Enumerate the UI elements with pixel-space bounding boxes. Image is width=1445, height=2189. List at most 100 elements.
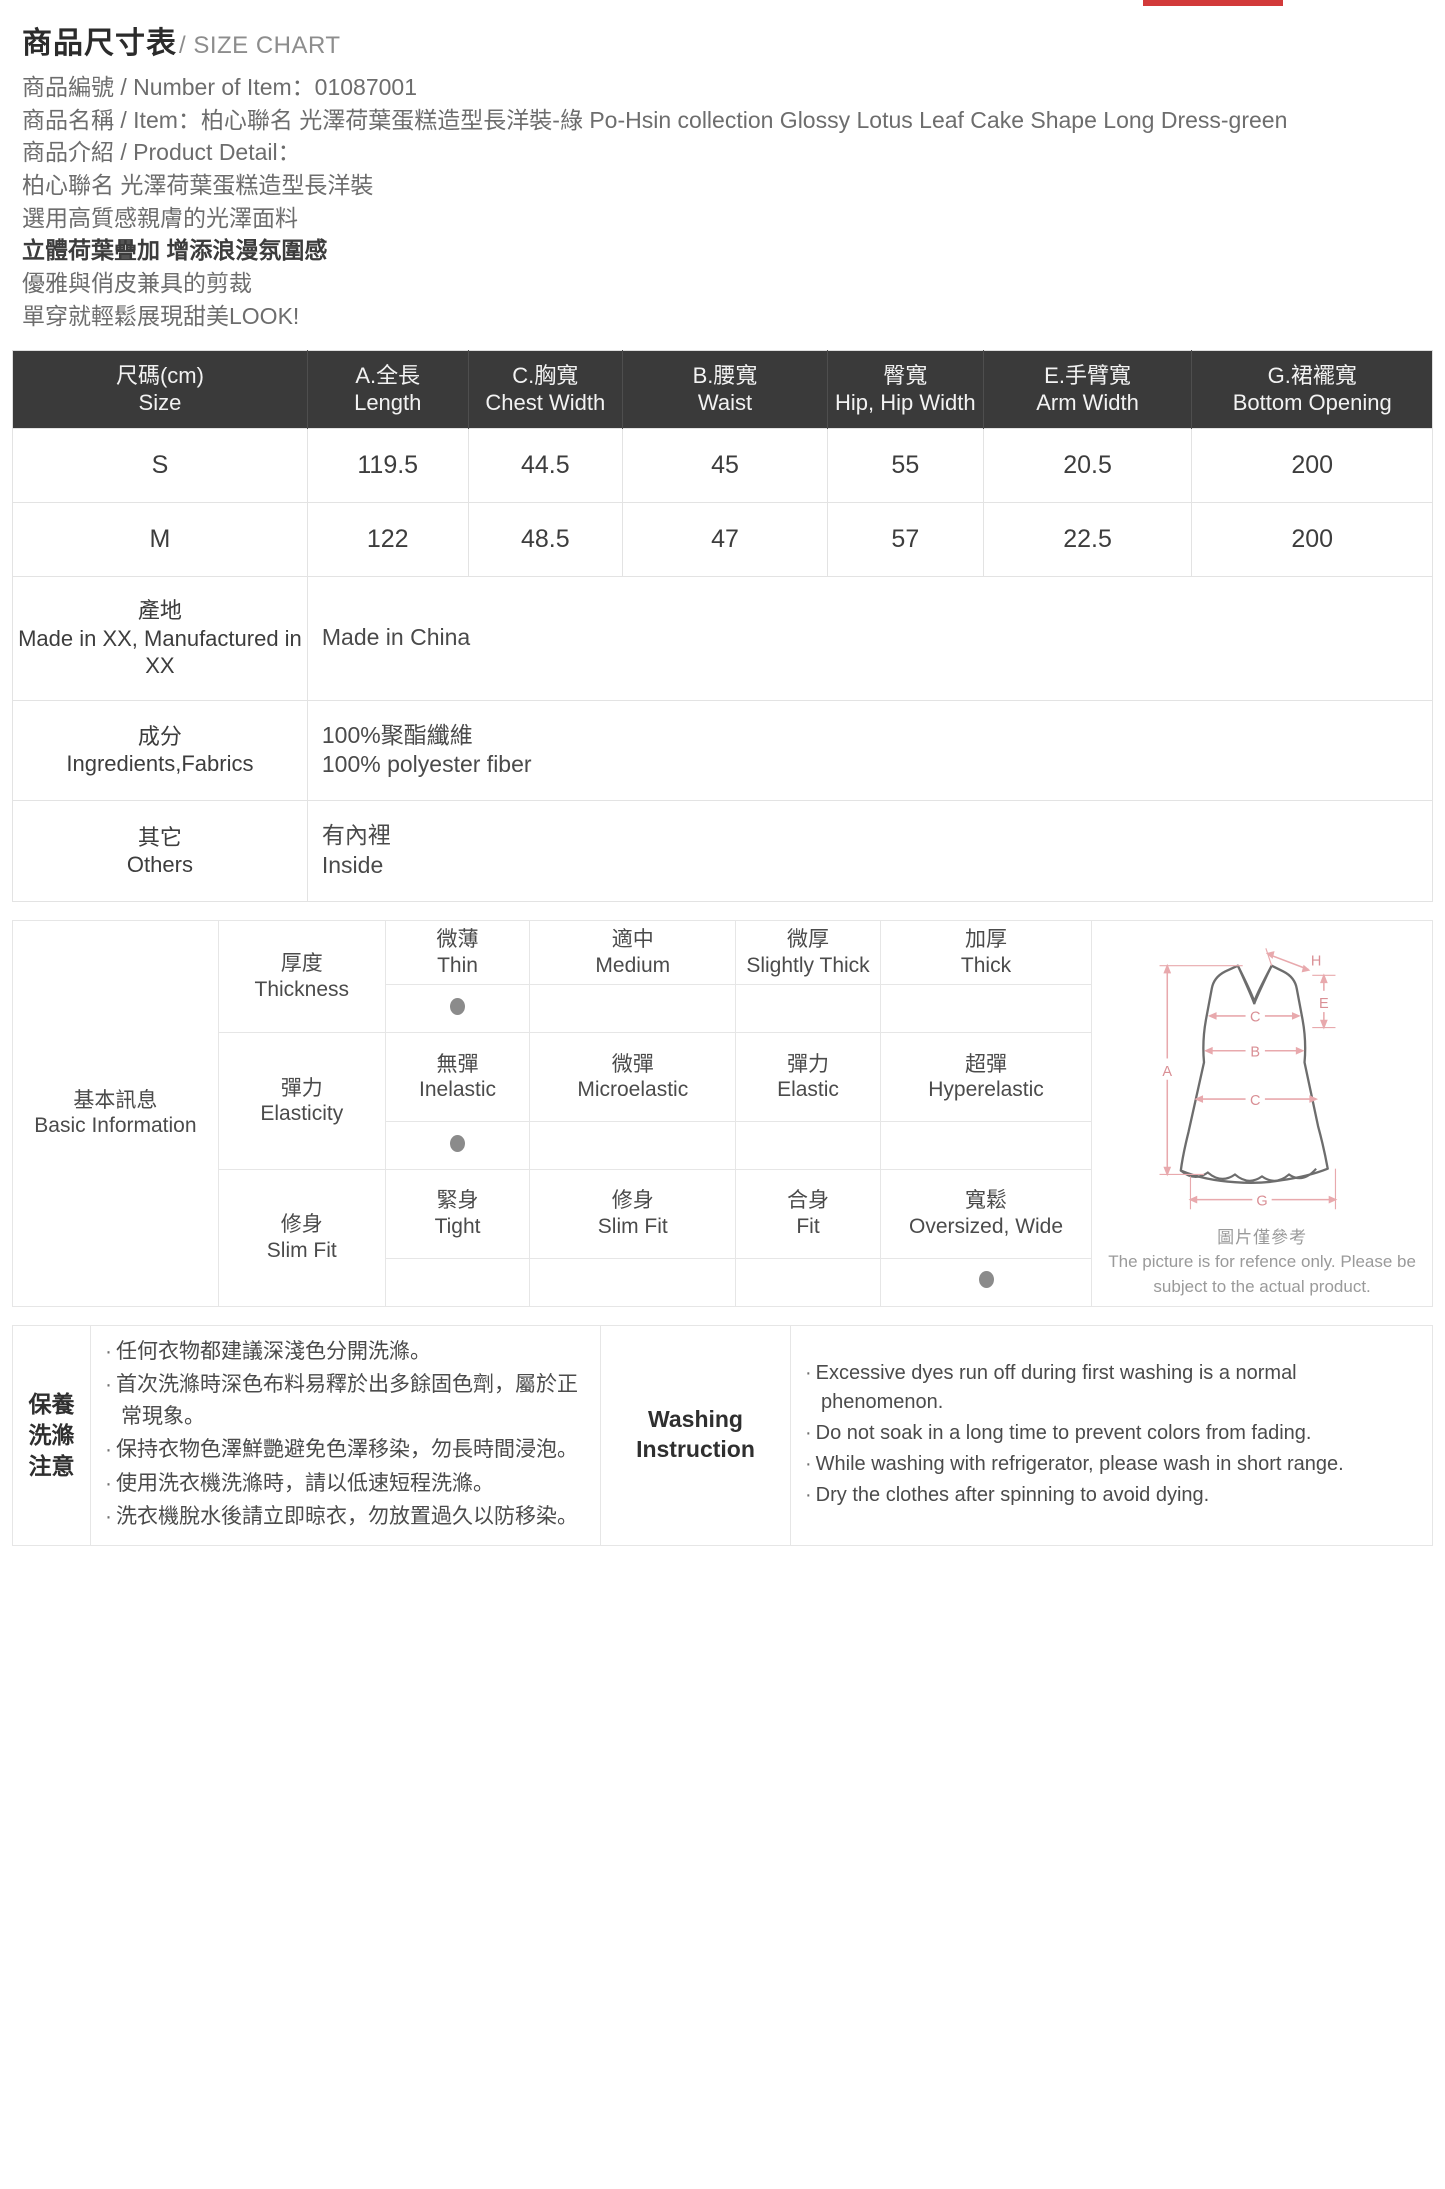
col-header-en: Waist bbox=[697, 389, 753, 415]
note-text: Do not soak in a long time to prevent co… bbox=[815, 1421, 1312, 1444]
mark-elastic[interactable] bbox=[735, 1120, 881, 1170]
thickness-options-row: 基本訊息 Basic Information 厚度 Thickness 微薄 T… bbox=[12, 920, 1433, 1307]
bullet-icon: · bbox=[105, 1373, 112, 1397]
row-label-cn: 其它 bbox=[137, 824, 182, 850]
col-header-en: Arm Width bbox=[1036, 389, 1139, 415]
mark-fit[interactable] bbox=[735, 1257, 881, 1307]
washing-notes-en: · Excessive dyes run off during first was… bbox=[790, 1324, 1433, 1546]
thickness-marks-row bbox=[13, 984, 1433, 1034]
property-name-elasticity: 彈力 Elasticity bbox=[217, 1032, 386, 1170]
property-name-en: Slim Fit bbox=[266, 1238, 337, 1262]
col-header-hip-width: 臀寬 Hip, Hip Width bbox=[827, 350, 984, 429]
detail-line: 柏心聯名 光澤荷葉蛋糕造型長洋裝 bbox=[22, 171, 374, 198]
row-value-fabrics: 100%聚酯纖維 100% polyester fiber bbox=[306, 699, 1434, 802]
value-line: 100% polyester fiber bbox=[321, 751, 532, 778]
mark-thin[interactable] bbox=[384, 984, 531, 1034]
option-en: Slightly Thick bbox=[746, 953, 870, 977]
size-cell: M bbox=[12, 502, 308, 578]
svg-text:H: H bbox=[1311, 954, 1321, 970]
option-en: Thick bbox=[960, 953, 1012, 977]
svg-text:B: B bbox=[1251, 1045, 1261, 1061]
basic-info-label-cn: 基本訊息 bbox=[73, 1088, 158, 1112]
option-cn: 修身 bbox=[611, 1189, 654, 1213]
table-row-fabrics: 成分 Ingredients,Fabrics 100%聚酯纖維 100% pol… bbox=[12, 699, 1434, 802]
washing-notes-cn: · 任何衣物都建議深淺色分開洗滌。 · 首次洗滌時深色布料易釋於出多餘固色劑，屬於正… bbox=[90, 1324, 601, 1546]
selected-dot-icon bbox=[978, 1271, 994, 1289]
dress-diagram-svg: A C B bbox=[1159, 948, 1338, 1209]
col-header-cn: C.胸寬 bbox=[512, 363, 579, 389]
detail-line: 立體荷葉疊加 增添浪漫氛圍感 bbox=[22, 237, 328, 264]
list-item: · 洗衣機脫水後請立即晾衣，勿放置過久以防移染。 bbox=[99, 1501, 592, 1533]
red-accent-line bbox=[1143, 0, 1283, 6]
option-elastic[interactable]: 彈力 Elastic bbox=[735, 1032, 881, 1122]
value-line: Inside bbox=[321, 852, 384, 879]
option-en: Slim Fit bbox=[597, 1214, 668, 1238]
option-cn: 加厚 bbox=[965, 928, 1008, 952]
option-en: Medium bbox=[595, 953, 671, 977]
page-title: 商品尺寸表 / SIZE CHART bbox=[22, 18, 1423, 62]
col-header-length: A.全長 Length bbox=[307, 350, 469, 429]
measure-cell: 55 bbox=[827, 428, 984, 504]
option-thick[interactable]: 加厚 Thick bbox=[879, 920, 1093, 986]
option-microelastic[interactable]: 微彈 Microelastic bbox=[529, 1032, 737, 1122]
option-cn: 微彈 bbox=[611, 1052, 654, 1076]
slimfit-options-row: 修身 Slim Fit 緊身 Tight 修身 Slim Fit 合身 Fit … bbox=[13, 1168, 1433, 1307]
property-name-en: Elasticity bbox=[260, 1102, 344, 1126]
elasticity-options-row: 彈力 Elasticity 無彈 Inelastic 微彈 Microelast… bbox=[13, 1032, 1433, 1170]
list-item: · Do not soak in a long time to prevent c… bbox=[799, 1419, 1424, 1448]
option-en: Tight bbox=[434, 1214, 481, 1238]
row-label-cn: 產地 bbox=[137, 598, 182, 624]
svg-text:E: E bbox=[1319, 996, 1329, 1012]
col-header-en: Chest Width bbox=[485, 389, 606, 415]
option-inelastic[interactable]: 無彈 Inelastic bbox=[384, 1032, 531, 1122]
table-row: M 122 48.5 47 57 22.5 200 bbox=[12, 502, 1433, 578]
note-text: While washing with refrigerator, please … bbox=[815, 1452, 1344, 1475]
option-fit[interactable]: 合身 Fit bbox=[735, 1168, 881, 1259]
option-cn: 緊身 bbox=[436, 1189, 479, 1213]
value-line: Made in China bbox=[321, 624, 471, 651]
mark-microelastic[interactable] bbox=[529, 1120, 737, 1170]
item-number-line: 商品編號 / Number of Item：01087001 bbox=[22, 74, 417, 100]
measure-cell: 44.5 bbox=[467, 428, 623, 504]
basic-info-label-en: Basic Information bbox=[34, 1114, 197, 1138]
col-header-size: 尺碼(cm) Size bbox=[12, 350, 308, 429]
slimfit-marks-row bbox=[13, 1257, 1433, 1307]
mark-oversized-wide[interactable] bbox=[879, 1257, 1093, 1307]
note-text: 任何衣物都建議深淺色分開洗滌。 bbox=[116, 1339, 431, 1363]
mark-medium[interactable] bbox=[529, 984, 737, 1034]
measure-cell: 200 bbox=[1191, 428, 1433, 504]
selected-dot-icon bbox=[450, 998, 466, 1015]
col-header-en: Hip, Hip Width bbox=[835, 389, 976, 415]
option-slightly-thick[interactable]: 微厚 Slightly Thick bbox=[735, 920, 881, 986]
product-detail-label: 商品介紹 / Product Detail： bbox=[22, 139, 301, 166]
mark-inelastic[interactable] bbox=[384, 1120, 531, 1170]
option-oversized-wide[interactable]: 寬鬆 Oversized, Wide bbox=[879, 1168, 1093, 1259]
option-slim-fit[interactable]: 修身 Slim Fit bbox=[529, 1168, 737, 1259]
value-line: 100%聚酯纖維 bbox=[321, 721, 473, 748]
option-thin[interactable]: 微薄 Thin bbox=[384, 920, 531, 986]
bullet-icon: · bbox=[805, 1361, 812, 1384]
table-row-others: 其它 Others 有內裡 Inside bbox=[12, 800, 1434, 903]
row-label-origin: 產地 Made in XX, Manufactured in XX bbox=[12, 576, 308, 701]
mark-thick[interactable] bbox=[879, 984, 1093, 1034]
col-header-cn: G.裙襬寬 bbox=[1267, 363, 1357, 389]
mark-hyperelastic[interactable] bbox=[879, 1120, 1093, 1170]
value-line: 有內裡 bbox=[321, 822, 391, 849]
option-medium[interactable]: 適中 Medium bbox=[529, 920, 737, 986]
option-en: Oversized, Wide bbox=[909, 1214, 1064, 1238]
list-item: · 使用洗衣機洗滌時，請以低速短程洗滌。 bbox=[99, 1468, 592, 1500]
col-header-chest-width: C.胸寬 Chest Width bbox=[468, 350, 623, 429]
row-label-others: 其它 Others bbox=[12, 800, 308, 903]
note-text: Excessive dyes run off during first wash… bbox=[815, 1361, 1297, 1413]
bullet-icon: · bbox=[105, 1471, 112, 1495]
washing-instruction-table: 保養洗滌注意 · 任何衣物都建議深淺色分開洗滌。 · 首次洗滌時深色布料易釋於出多餘… bbox=[12, 1324, 1433, 1546]
col-header-bottom-opening: G.裙襬寬 Bottom Opening bbox=[1191, 350, 1433, 429]
col-header-arm-width: E.手臂寬 Arm Width bbox=[983, 350, 1193, 429]
mark-tight[interactable] bbox=[384, 1257, 531, 1307]
mark-slim-fit[interactable] bbox=[529, 1257, 737, 1307]
option-tight[interactable]: 緊身 Tight bbox=[384, 1168, 531, 1259]
mark-slightly-thick[interactable] bbox=[735, 984, 881, 1034]
option-hyperelastic[interactable]: 超彈 Hyperelastic bbox=[879, 1032, 1093, 1122]
diagram-disclaimer-en: The picture is for refence only. Please … bbox=[1108, 1252, 1416, 1296]
diagram-disclaimer: 圖片僅參考 The picture is for refence only. P… bbox=[1095, 1226, 1429, 1300]
